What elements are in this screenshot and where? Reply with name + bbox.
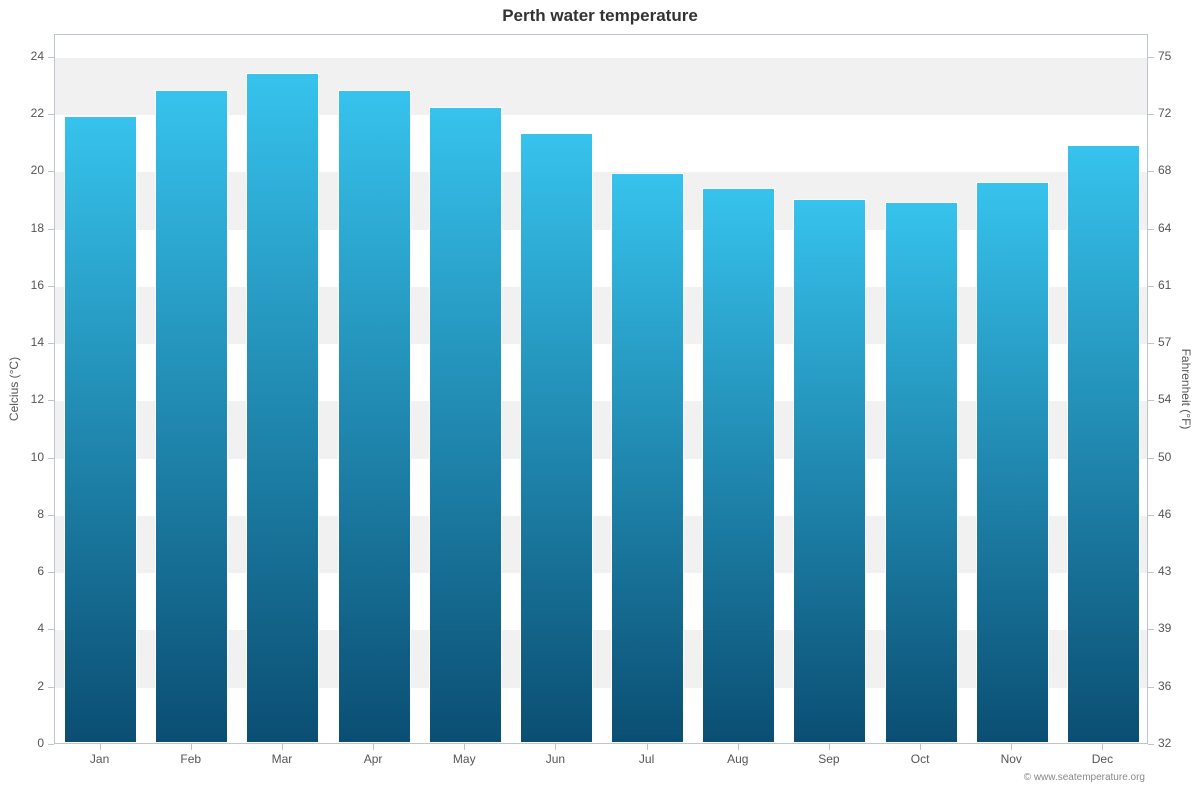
y-right-tick	[1148, 286, 1154, 287]
x-tick-label: Aug	[727, 752, 748, 766]
x-tick	[100, 744, 101, 750]
bar	[429, 107, 502, 743]
y-left-tick	[48, 229, 54, 230]
y-right-tick-label: 54	[1158, 392, 1171, 406]
x-tick-label: Jul	[639, 752, 654, 766]
x-tick	[373, 744, 374, 750]
x-tick-label: Oct	[911, 752, 930, 766]
y-right-tick	[1148, 171, 1154, 172]
y-right-tick-label: 57	[1158, 335, 1171, 349]
y-left-tick	[48, 343, 54, 344]
y-left-tick-label: 12	[0, 392, 44, 406]
x-tick	[191, 744, 192, 750]
x-tick-label: Jun	[546, 752, 565, 766]
bar	[611, 173, 684, 743]
y-right-tick-label: 72	[1158, 106, 1171, 120]
bar	[246, 73, 319, 743]
bar	[702, 188, 775, 743]
y-left-tick	[48, 400, 54, 401]
y-left-tick-label: 16	[0, 278, 44, 292]
x-tick	[920, 744, 921, 750]
y-right-tick-label: 61	[1158, 278, 1171, 292]
y-right-tick-label: 64	[1158, 221, 1171, 235]
x-tick	[647, 744, 648, 750]
y-right-tick	[1148, 114, 1154, 115]
y-left-tick	[48, 687, 54, 688]
y-right-tick	[1148, 229, 1154, 230]
y-left-tick-label: 4	[0, 621, 44, 635]
y-right-tick-label: 46	[1158, 507, 1171, 521]
y-right-tick-label: 50	[1158, 450, 1171, 464]
y-left-tick	[48, 515, 54, 516]
x-tick-label: Apr	[364, 752, 383, 766]
y-left-tick	[48, 744, 54, 745]
x-tick	[738, 744, 739, 750]
bar	[64, 116, 137, 743]
x-tick-label: Nov	[1001, 752, 1022, 766]
y-right-tick	[1148, 343, 1154, 344]
x-tick	[555, 744, 556, 750]
y-left-tick-label: 0	[0, 736, 44, 750]
y-left-tick-label: 8	[0, 507, 44, 521]
bar	[1067, 145, 1140, 743]
y-right-tick	[1148, 458, 1154, 459]
x-tick-label: Mar	[272, 752, 293, 766]
y-right-tick	[1148, 629, 1154, 630]
x-tick	[464, 744, 465, 750]
y-left-tick	[48, 114, 54, 115]
y-right-tick-label: 36	[1158, 679, 1171, 693]
y-right-tick	[1148, 515, 1154, 516]
y-left-tick-label: 10	[0, 450, 44, 464]
y-right-tick-label: 39	[1158, 621, 1171, 635]
y-left-tick	[48, 629, 54, 630]
y-left-tick-label: 22	[0, 106, 44, 120]
grid-band	[55, 35, 1147, 58]
plot-area	[54, 34, 1148, 744]
y-right-tick-label: 68	[1158, 163, 1171, 177]
y-left-tick	[48, 572, 54, 573]
x-tick	[1102, 744, 1103, 750]
y-left-tick	[48, 458, 54, 459]
y-left-axis-title: Celcius (°C)	[7, 357, 21, 421]
x-tick-label: Dec	[1092, 752, 1113, 766]
y-left-tick-label: 18	[0, 221, 44, 235]
y-left-tick-label: 20	[0, 163, 44, 177]
bar	[520, 133, 593, 743]
x-tick-label: Feb	[180, 752, 201, 766]
bar	[793, 199, 866, 743]
x-tick	[282, 744, 283, 750]
x-tick	[1011, 744, 1012, 750]
y-right-tick	[1148, 400, 1154, 401]
y-left-tick	[48, 57, 54, 58]
y-left-tick-label: 14	[0, 335, 44, 349]
x-tick-label: May	[453, 752, 476, 766]
chart-title: Perth water temperature	[0, 6, 1200, 26]
y-right-axis-title: Fahrenheit (°F)	[1179, 349, 1193, 430]
y-left-tick	[48, 286, 54, 287]
y-right-tick	[1148, 57, 1154, 58]
y-left-tick-label: 24	[0, 49, 44, 63]
y-right-tick-label: 75	[1158, 49, 1171, 63]
y-left-tick-label: 6	[0, 564, 44, 578]
y-right-tick	[1148, 687, 1154, 688]
x-tick	[829, 744, 830, 750]
bar	[338, 90, 411, 743]
bar	[885, 202, 958, 743]
x-tick-label: Jan	[90, 752, 109, 766]
y-right-tick	[1148, 744, 1154, 745]
y-right-tick	[1148, 572, 1154, 573]
bar	[155, 90, 228, 743]
bar	[976, 182, 1049, 743]
y-left-tick	[48, 171, 54, 172]
y-right-tick-label: 32	[1158, 736, 1171, 750]
chart-container: Perth water temperature Celcius (°C) Fah…	[0, 0, 1200, 800]
chart-credit: © www.seatemperature.org	[1024, 772, 1145, 783]
x-tick-label: Sep	[818, 752, 839, 766]
y-right-tick-label: 43	[1158, 564, 1171, 578]
y-left-tick-label: 2	[0, 679, 44, 693]
